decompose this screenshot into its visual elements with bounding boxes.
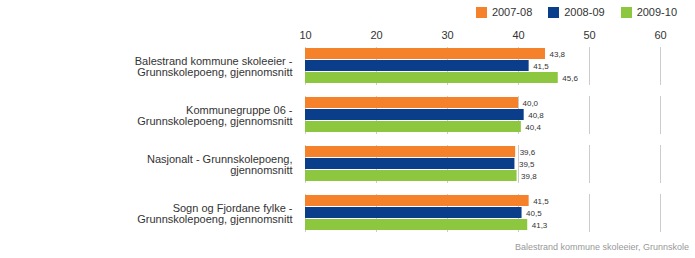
svg-text:30: 30 — [441, 29, 453, 41]
svg-text:41,3: 41,3 — [532, 221, 548, 230]
svg-text:39,8: 39,8 — [521, 172, 537, 181]
svg-text:60: 60 — [654, 29, 666, 41]
svg-text:40,8: 40,8 — [528, 111, 544, 120]
svg-text:20: 20 — [370, 29, 382, 41]
svg-text:Nasjonalt - Grunnskolepoeng,gj: Nasjonalt - Grunnskolepoeng,gjennomsnitt — [147, 153, 293, 176]
svg-text:40,5: 40,5 — [526, 209, 542, 218]
svg-text:39,5: 39,5 — [519, 160, 535, 169]
html-text:Balestrand kommune skoleeier,: Balestrand kommune skoleeier, Grunnskole — [514, 242, 689, 252]
svg-text:40,0: 40,0 — [523, 99, 539, 108]
svg-text:Sogn og Fjordane fylke -Grunns: Sogn og Fjordane fylke -Grunnskolepoeng,… — [137, 202, 293, 225]
svg-text:41,5: 41,5 — [533, 197, 549, 206]
svg-text:43,8: 43,8 — [549, 50, 565, 59]
svg-text:45,6: 45,6 — [562, 74, 578, 83]
svg-text:40,4: 40,4 — [525, 123, 541, 132]
svg-text:50: 50 — [583, 29, 595, 41]
svg-text:Kommunegruppe 06 -Grunnskolepo: Kommunegruppe 06 -Grunnskolepoeng, gjenn… — [137, 104, 293, 127]
svg-text:41,5: 41,5 — [533, 62, 549, 71]
svg-text:40: 40 — [512, 29, 524, 41]
html-text:2007-08: 2007-08 — [491, 6, 533, 18]
svg-text:39,6: 39,6 — [520, 148, 536, 157]
svg-text:10: 10 — [299, 29, 311, 41]
svg-text:Balestrand kommune skoleeier -: Balestrand kommune skoleeier -Grunnskole… — [135, 55, 293, 78]
html-text:2008-09: 2008-09 — [564, 6, 605, 18]
html-text:2009-10: 2009-10 — [636, 6, 677, 18]
